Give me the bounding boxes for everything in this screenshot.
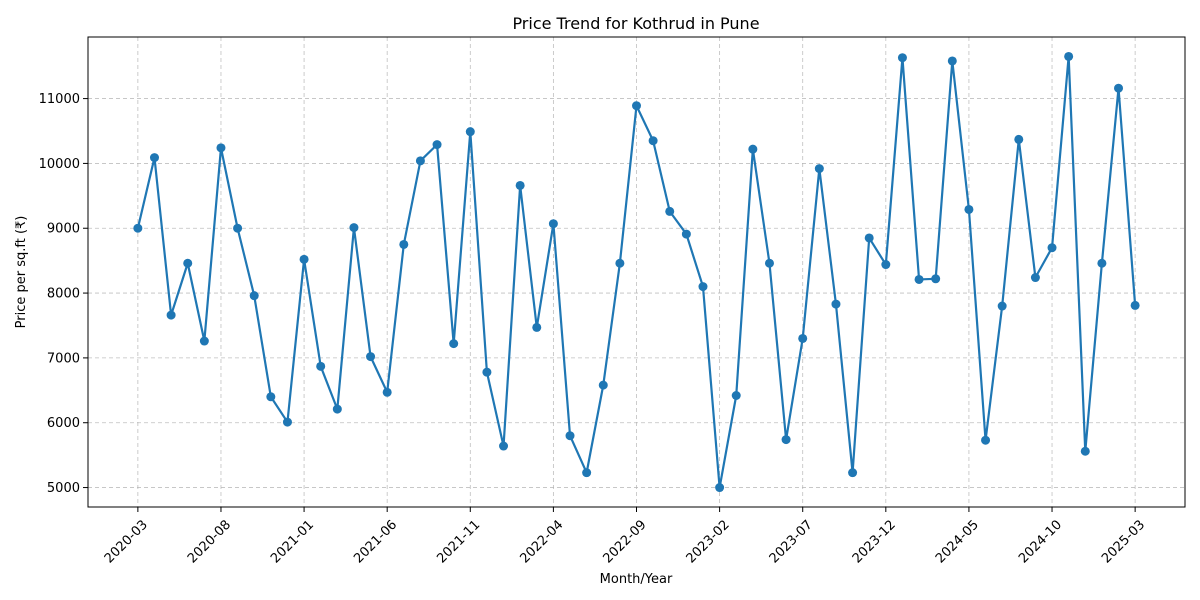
data-point-2020-04 [149, 153, 159, 163]
y-tick-label: 8000 [47, 287, 80, 302]
data-point-2024-09 [1030, 273, 1040, 283]
data-point-2023-06 [781, 435, 791, 445]
data-point-2021-08 [415, 156, 425, 166]
grid-lines [88, 37, 1185, 507]
data-point-2021-06 [382, 387, 392, 397]
y-axis-label: Price per sq.ft (₹) [14, 216, 29, 329]
data-point-2021-10 [449, 339, 459, 349]
chart-title: Price Trend for Kothrud in Pune [512, 14, 759, 33]
y-axis-ticks: 5000 6000 7000 8000 9000 10000 11000 [39, 92, 88, 496]
data-point-2022-03 [532, 322, 542, 332]
data-point-2023-07 [798, 333, 808, 343]
data-point-2024-06 [981, 435, 991, 445]
data-point-2020-09 [233, 223, 243, 233]
y-tick-label: 10000 [39, 157, 80, 172]
data-point-2022-11 [665, 206, 675, 216]
data-point-2025-01 [1097, 258, 1107, 268]
data-point-2022-06 [582, 468, 592, 478]
data-point-2021-07 [399, 239, 409, 249]
data-point-2022-04 [548, 219, 558, 229]
data-point-2021-02 [316, 361, 326, 371]
data-point-2023-11 [864, 233, 874, 243]
data-point-2024-12 [1080, 446, 1090, 456]
data-point-2023-02 [715, 483, 725, 493]
data-point-2022-02 [515, 180, 525, 190]
y-tick-label: 7000 [47, 351, 80, 366]
data-point-2025-02 [1114, 83, 1124, 93]
data-point-2021-04 [349, 223, 359, 233]
data-point-2024-07 [997, 301, 1007, 311]
data-point-2020-07 [199, 336, 209, 346]
data-point-2020-05 [166, 310, 176, 320]
data-point-2021-01 [299, 254, 309, 264]
data-point-2022-08 [615, 258, 625, 268]
y-tick-label: 11000 [39, 92, 80, 107]
data-point-2023-05 [764, 258, 774, 268]
data-point-2020-08 [216, 143, 226, 153]
x-axis-label: Month/Year [600, 572, 673, 587]
data-point-2024-11 [1064, 51, 1074, 61]
data-point-2025-03 [1130, 300, 1140, 310]
data-point-2024-01 [897, 53, 907, 63]
data-point-2022-07 [598, 380, 608, 390]
data-point-2020-06 [183, 258, 193, 268]
series-group [133, 51, 1140, 493]
data-point-2020-12 [282, 417, 292, 427]
data-point-2024-02 [914, 274, 924, 284]
data-point-2023-08 [814, 164, 824, 174]
data-point-2024-05 [964, 204, 974, 214]
data-point-2023-03 [731, 391, 741, 400]
data-point-2024-04 [947, 56, 957, 66]
data-point-2020-10 [249, 291, 259, 301]
data-point-2022-09 [632, 101, 641, 111]
data-point-2024-10 [1047, 243, 1057, 253]
y-tick-label: 6000 [47, 416, 80, 431]
data-point-2023-12 [881, 260, 891, 270]
y-tick-label: 9000 [47, 222, 80, 237]
data-point-2023-01 [698, 282, 708, 292]
data-point-2023-09 [831, 299, 841, 309]
data-point-2021-05 [366, 352, 376, 362]
data-point-2023-10 [848, 468, 858, 478]
y-tick-label: 5000 [47, 481, 80, 496]
data-point-2024-03 [931, 274, 941, 284]
data-point-2021-09 [432, 140, 442, 150]
data-point-2022-01 [499, 441, 509, 451]
data-point-2022-05 [565, 431, 575, 441]
data-point-2024-08 [1014, 134, 1024, 144]
data-point-2021-03 [332, 404, 342, 414]
data-point-2021-12 [482, 367, 492, 377]
data-point-2021-11 [465, 127, 475, 137]
data-point-2020-11 [266, 392, 276, 402]
data-point-2022-12 [681, 229, 691, 239]
data-point-2022-10 [648, 136, 658, 146]
data-point-2023-04 [748, 144, 758, 154]
data-point-2020-03 [133, 223, 143, 233]
